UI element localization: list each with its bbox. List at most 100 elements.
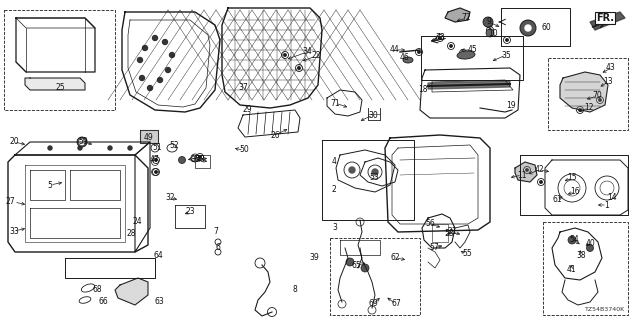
Text: 72: 72: [461, 13, 471, 22]
Text: 23: 23: [185, 207, 195, 217]
Text: 52: 52: [169, 140, 179, 149]
Polygon shape: [560, 72, 608, 112]
Text: 27: 27: [5, 197, 15, 206]
Text: 3: 3: [333, 223, 337, 233]
Text: FR.: FR.: [596, 13, 614, 23]
Circle shape: [361, 264, 369, 272]
Ellipse shape: [457, 51, 475, 59]
Text: 58: 58: [444, 229, 454, 238]
Circle shape: [372, 169, 378, 175]
Text: 2: 2: [332, 186, 337, 195]
Circle shape: [138, 58, 143, 62]
Text: 9: 9: [486, 18, 492, 27]
Polygon shape: [115, 278, 148, 305]
Circle shape: [163, 39, 168, 44]
Text: 19: 19: [506, 101, 516, 110]
Text: 62: 62: [390, 253, 400, 262]
Text: 67: 67: [391, 300, 401, 308]
Text: 34: 34: [302, 47, 312, 57]
Text: 38: 38: [576, 251, 586, 260]
Text: 71: 71: [330, 99, 340, 108]
Text: 5: 5: [47, 180, 52, 189]
Text: 73: 73: [435, 34, 445, 43]
Text: 63: 63: [154, 298, 164, 307]
Circle shape: [170, 52, 175, 58]
Circle shape: [439, 37, 441, 39]
Circle shape: [152, 36, 157, 41]
Circle shape: [586, 244, 593, 252]
Circle shape: [179, 156, 186, 164]
Circle shape: [579, 109, 581, 111]
Circle shape: [48, 146, 52, 150]
Text: 41: 41: [566, 266, 576, 275]
Text: 61: 61: [552, 196, 562, 204]
Text: 30: 30: [368, 110, 378, 119]
Text: 36: 36: [190, 156, 200, 164]
Text: 16: 16: [570, 188, 580, 196]
Circle shape: [155, 159, 157, 161]
Text: TZ54B3740K: TZ54B3740K: [585, 307, 625, 312]
Text: 1: 1: [605, 201, 609, 210]
Circle shape: [78, 146, 82, 150]
Text: 8: 8: [292, 285, 298, 294]
Circle shape: [79, 140, 84, 145]
Text: 22: 22: [311, 52, 321, 60]
Circle shape: [486, 29, 494, 37]
Circle shape: [349, 167, 355, 173]
Text: 66: 66: [98, 298, 108, 307]
Text: 7: 7: [214, 228, 218, 236]
Text: 70: 70: [592, 92, 602, 100]
Circle shape: [108, 146, 112, 150]
Text: 24: 24: [132, 218, 142, 227]
Circle shape: [166, 68, 170, 73]
Circle shape: [526, 169, 528, 171]
Circle shape: [540, 181, 542, 183]
Text: 56: 56: [425, 220, 435, 228]
Text: 46: 46: [399, 53, 409, 62]
Text: 49: 49: [143, 132, 153, 141]
Text: 11: 11: [517, 171, 527, 180]
Text: 14: 14: [607, 194, 617, 203]
Text: 42: 42: [534, 165, 544, 174]
Circle shape: [450, 45, 452, 47]
Circle shape: [506, 39, 508, 41]
Text: 28: 28: [126, 228, 136, 237]
Circle shape: [284, 54, 286, 56]
Text: 26: 26: [270, 131, 280, 140]
Circle shape: [346, 258, 354, 266]
Circle shape: [525, 25, 531, 31]
Circle shape: [77, 137, 87, 147]
Text: 53: 53: [369, 173, 379, 182]
Text: 18: 18: [419, 85, 428, 94]
Text: 44: 44: [389, 45, 399, 54]
Text: 6: 6: [216, 244, 220, 252]
Text: 68: 68: [92, 285, 102, 294]
Circle shape: [418, 51, 420, 53]
Text: 55: 55: [462, 250, 472, 259]
Polygon shape: [515, 162, 537, 182]
Polygon shape: [428, 81, 510, 89]
Text: 50: 50: [239, 146, 249, 155]
Text: 10: 10: [488, 28, 498, 37]
Circle shape: [568, 236, 576, 244]
Circle shape: [462, 52, 464, 54]
Circle shape: [157, 77, 163, 83]
Text: 21: 21: [447, 228, 457, 236]
Circle shape: [298, 67, 300, 69]
Circle shape: [128, 146, 132, 150]
Text: 13: 13: [603, 77, 613, 86]
Text: 51: 51: [152, 142, 162, 151]
Circle shape: [143, 45, 147, 51]
Text: 33: 33: [9, 227, 19, 236]
Text: 40: 40: [586, 238, 596, 247]
Polygon shape: [140, 130, 158, 143]
Text: 35: 35: [501, 51, 511, 60]
Text: 54: 54: [569, 236, 579, 244]
Ellipse shape: [403, 57, 413, 63]
Text: 47: 47: [150, 156, 160, 164]
Text: 43: 43: [606, 63, 616, 73]
Circle shape: [599, 99, 601, 101]
Text: 4: 4: [332, 157, 337, 166]
Text: 65: 65: [351, 261, 361, 270]
Circle shape: [488, 23, 490, 25]
